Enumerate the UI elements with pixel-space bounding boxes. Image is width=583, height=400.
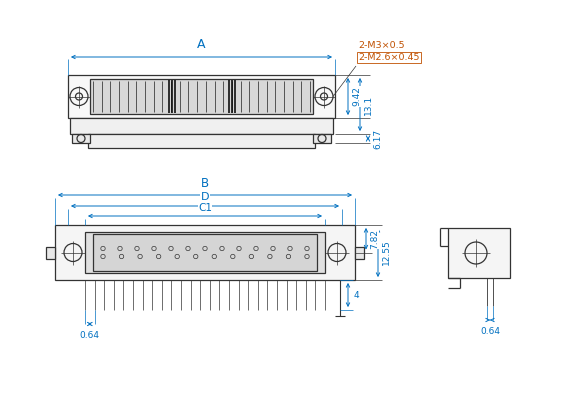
Text: 9.42: 9.42 — [352, 86, 361, 106]
Bar — [70, 118, 333, 134]
Bar — [55, 225, 355, 280]
Bar — [72, 134, 90, 143]
Text: 13.1: 13.1 — [364, 94, 373, 114]
Bar — [313, 134, 331, 143]
Bar — [355, 246, 364, 258]
Text: 0.64: 0.64 — [80, 331, 100, 340]
Text: 6.17: 6.17 — [373, 128, 382, 148]
Text: 7.82: 7.82 — [370, 229, 379, 249]
Text: 2-M2.6×0.45: 2-M2.6×0.45 — [358, 53, 420, 62]
Bar — [68, 75, 335, 118]
Text: D: D — [201, 192, 209, 202]
Text: 0.64: 0.64 — [480, 327, 500, 336]
Bar — [448, 228, 510, 278]
Bar — [85, 232, 325, 273]
Text: 12.55: 12.55 — [382, 240, 391, 265]
Text: 2-M3×0.5: 2-M3×0.5 — [358, 41, 405, 50]
Text: 4: 4 — [354, 290, 360, 300]
Bar — [46, 246, 55, 258]
Bar — [88, 134, 315, 148]
Text: B: B — [201, 177, 209, 190]
Text: A: A — [197, 38, 206, 51]
Bar — [93, 234, 317, 271]
Text: C1: C1 — [198, 203, 212, 213]
Bar — [90, 79, 313, 114]
